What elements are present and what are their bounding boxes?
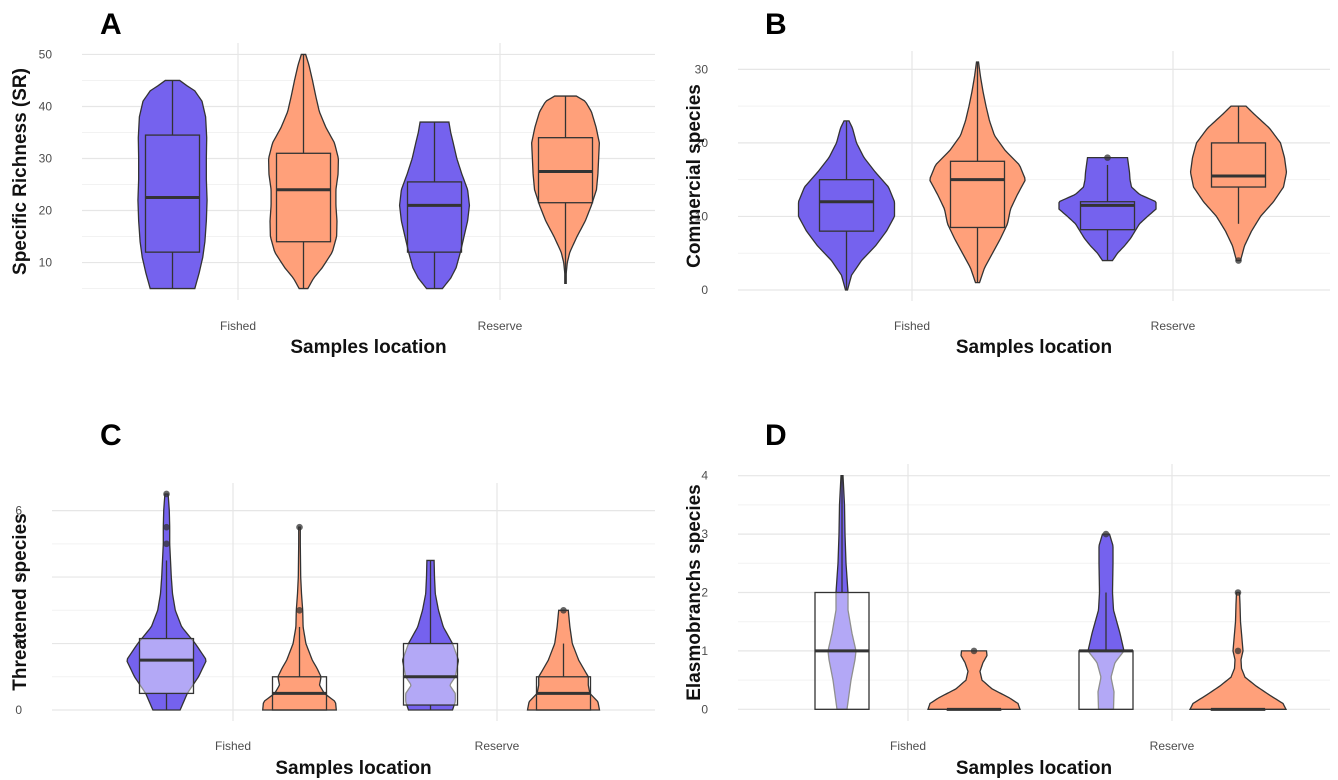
x-axis-title: Samples location	[956, 758, 1112, 779]
outlier-point	[970, 647, 978, 655]
iqr-box	[402, 642, 459, 706]
violin-shape	[137, 79, 208, 290]
y-tick-label: 20	[695, 136, 709, 150]
panel-letter: D	[765, 419, 787, 452]
violin-fished-3	[1058, 154, 1157, 262]
y-tick-label: 20	[39, 204, 53, 218]
y-tick-label: 10	[39, 256, 53, 270]
violin-reserve-4	[1188, 589, 1288, 711]
outlier-point	[1102, 530, 1110, 538]
y-tick-label: 4	[701, 469, 708, 483]
violin-reserve-4	[1189, 105, 1288, 264]
outlier-point	[163, 523, 170, 531]
y-axis-title: Commercial species	[684, 84, 705, 268]
x-tick-label: Reserve	[1150, 739, 1195, 753]
violin-fished-1	[126, 490, 207, 711]
iqr-box	[1078, 650, 1134, 710]
violin-fished-1	[797, 120, 896, 291]
panel-letter: C	[100, 419, 122, 452]
y-tick-label: 1	[701, 644, 708, 658]
outlier-point	[1235, 257, 1242, 264]
outlier-point	[163, 490, 170, 498]
iqr-box	[1079, 201, 1136, 231]
violin-fished-3	[402, 559, 459, 711]
y-tick-label: 4	[15, 570, 22, 584]
outlier-point	[163, 540, 170, 548]
y-axis-title: Threatened species	[10, 513, 31, 690]
violin-fished-1	[814, 475, 870, 710]
x-tick-label: Reserve	[478, 319, 523, 333]
iqr-box	[138, 637, 195, 695]
outlier-point	[296, 523, 303, 531]
panel-letter: B	[765, 8, 787, 41]
y-tick-label: 2	[15, 637, 22, 651]
violin-reserve-4	[526, 607, 601, 711]
panel-letter: A	[100, 8, 122, 41]
y-tick-label: 30	[39, 151, 53, 165]
y-tick-label: 30	[695, 62, 709, 76]
violin-reserve-2	[261, 523, 338, 711]
y-axis-title: Specific Richness (SR)	[10, 68, 31, 275]
x-axis-title: Samples location	[956, 337, 1112, 358]
violin-shape	[1058, 156, 1157, 262]
y-tick-label: 0	[15, 703, 22, 717]
panel-d: 0 1 2 3 4 Fished Reserve Samples location Elasmo…	[684, 419, 1330, 779]
panel-a: 10 20 30 40 50 Fished Reserve Samples location S…	[10, 8, 655, 358]
outlier-point	[560, 607, 567, 614]
outlier-point	[1234, 647, 1242, 655]
outlier-point	[1234, 589, 1242, 596]
y-tick-label: 40	[39, 99, 53, 113]
violin-fished-3	[1078, 530, 1134, 710]
iqr-box	[1210, 142, 1267, 188]
outlier-point	[1104, 154, 1111, 161]
outlier-point	[296, 607, 303, 614]
violin-shape	[531, 95, 600, 284]
violin-reserve-4	[531, 95, 600, 284]
iqr-box	[275, 152, 332, 243]
y-tick-label: 0	[701, 283, 708, 297]
violin-fished-3	[398, 121, 471, 290]
x-tick-label: Reserve	[1151, 319, 1196, 333]
violin-shape	[267, 53, 340, 290]
y-tick-label: 2	[701, 586, 708, 600]
y-tick-label: 50	[39, 47, 53, 61]
iqr-box	[818, 179, 875, 232]
panel-c: 0 2 4 6 Fished Reserve Samples location Threate…	[10, 419, 655, 779]
violin-shape	[797, 120, 896, 291]
panel-b: 0 10 20 30 Fished Reserve Samples location Comm…	[684, 8, 1330, 358]
violin-fished-1	[137, 79, 208, 290]
violin-shape	[927, 650, 1021, 710]
iqr-box	[949, 160, 1006, 229]
violin-reserve-2	[267, 53, 340, 290]
x-tick-label: Reserve	[475, 739, 520, 753]
y-axis-title: Elasmobranchs species	[684, 484, 705, 701]
y-tick-label: 6	[15, 504, 22, 518]
x-tick-label: Fished	[220, 319, 256, 333]
violin-shape	[1189, 105, 1288, 262]
y-tick-label: 3	[701, 527, 708, 541]
x-tick-label: Fished	[894, 319, 930, 333]
x-axis-title: Samples location	[290, 337, 446, 358]
x-tick-label: Fished	[890, 739, 926, 753]
y-tick-label: 0	[701, 702, 708, 716]
x-axis-title: Samples location	[275, 758, 431, 779]
x-tick-label: Fished	[215, 739, 251, 753]
iqr-box	[144, 134, 201, 253]
iqr-box	[406, 181, 463, 253]
violin-reserve-2	[927, 647, 1021, 711]
violin-reserve-2	[929, 61, 1026, 284]
y-tick-label: 10	[695, 209, 709, 223]
